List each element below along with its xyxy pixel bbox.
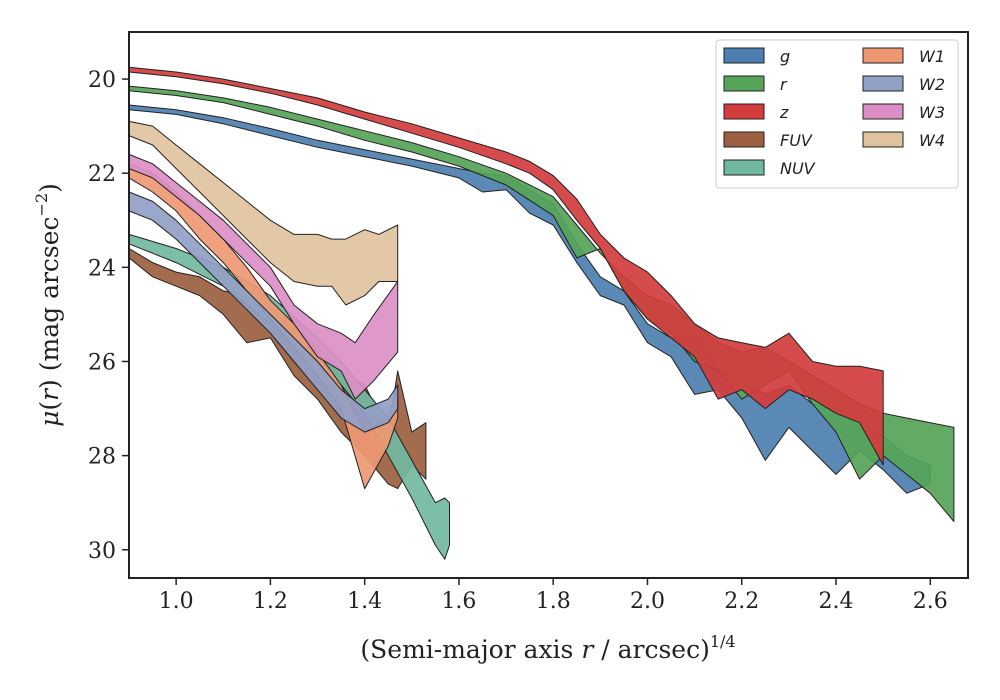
x-tick-label: 1.0: [159, 589, 194, 614]
x-axis-label: (Semi-major axis r / arcsec)1/4: [360, 632, 735, 664]
legend-swatch-w3: [862, 103, 904, 120]
legend-swatch-fuv: [723, 131, 765, 148]
x-tick-label: 2.6: [913, 589, 948, 614]
legend-label-w2: W2: [919, 75, 945, 94]
x-tick-label: 2.2: [724, 589, 759, 614]
x-tick-label: 2.0: [630, 589, 665, 614]
band-w1: [128, 163, 399, 490]
legend-swatch-r: [723, 75, 765, 92]
legend-label-nuv: NUV: [780, 159, 816, 178]
y-tick-label: 22: [88, 162, 116, 187]
y-tick-label: 26: [88, 350, 116, 375]
band-r: [128, 85, 955, 522]
x-tick-label: 1.2: [253, 589, 288, 614]
legend-label-r: r: [780, 75, 788, 94]
y-tick-label: 30: [88, 539, 116, 564]
legend-label-g: g: [780, 47, 790, 66]
band-w2: [128, 191, 399, 433]
x-tick-label: 1.8: [536, 589, 571, 614]
legend-swatch-w1: [862, 47, 904, 64]
y-tick-label: 20: [88, 68, 116, 93]
x-tick-label: 1.4: [347, 589, 382, 614]
y-tick-label: 24: [88, 256, 116, 281]
x-tick-label: 2.4: [819, 589, 854, 614]
legend-label-w1: W1: [919, 47, 945, 66]
band-z: [128, 66, 884, 466]
x-tick-label: 1.6: [441, 589, 476, 614]
profile-bands: [128, 66, 955, 560]
legend-swatch-w2: [862, 75, 904, 92]
legend-swatch-z: [723, 103, 765, 120]
legend-label-w3: W3: [919, 103, 945, 122]
legend-label-fuv: FUV: [780, 131, 813, 150]
legend-label-z: z: [779, 103, 789, 122]
plot-frame: [128, 31, 969, 579]
y-axis-label: μ(r) (mag arcsec−2): [32, 183, 64, 427]
legend-swatch-w4: [862, 131, 904, 148]
legend: grz FUV NUV W1 W2 W3 W4: [715, 39, 959, 189]
legend-label-w4: W4: [919, 131, 945, 150]
x-axis-ticks: 1.0 1.2 1.4 1.6 1.8 2.0 2.2 2.4 2.6: [159, 578, 948, 614]
band-w4: [128, 120, 399, 306]
legend-swatch-nuv: [723, 159, 765, 176]
y-axis-ticks: 20 22 24 26 28 30: [88, 68, 129, 564]
legend-swatch-g: [723, 47, 765, 64]
y-tick-label: 28: [88, 445, 116, 470]
band-w3: [128, 153, 399, 400]
